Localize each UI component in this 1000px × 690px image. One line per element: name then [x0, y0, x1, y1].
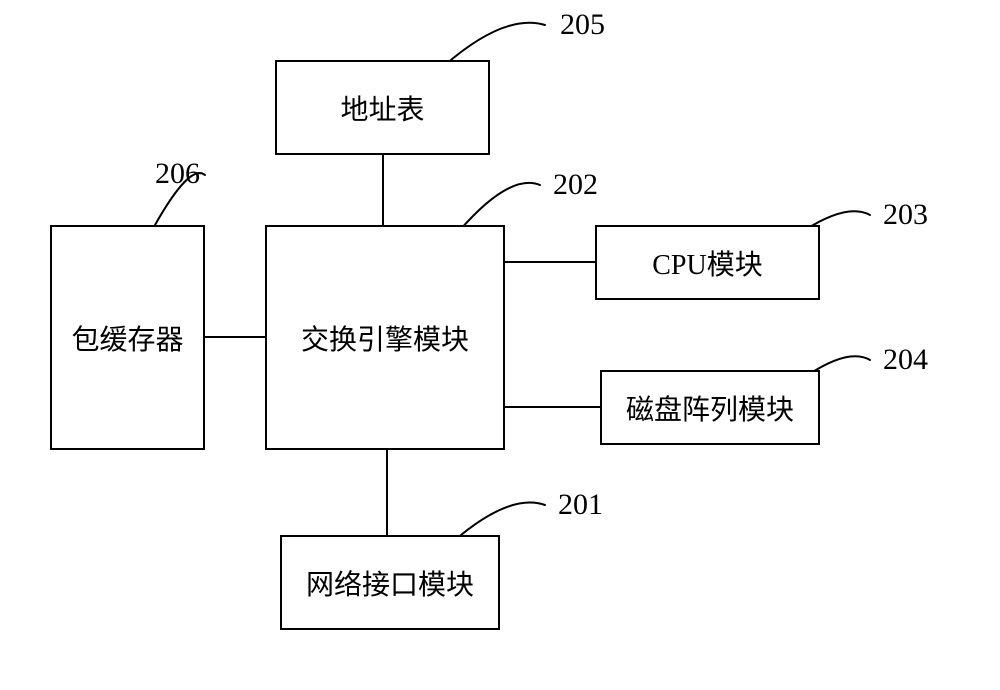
node-label: 网络接口模块	[306, 563, 474, 603]
node-label: 包缓存器	[71, 318, 183, 358]
node-network-interface-module: 网络接口模块	[280, 535, 500, 630]
callout-address-table: 205	[560, 8, 605, 42]
node-cpu-module: CPU模块	[595, 225, 820, 300]
callout-packet-buffer: 206	[155, 157, 200, 191]
callout-switch-engine: 202	[553, 168, 598, 202]
node-label: CPU模块	[652, 243, 762, 283]
callout-network-interface-module: 201	[558, 488, 603, 522]
node-label: 交换引擎模块	[301, 318, 469, 358]
node-switch-engine: 交换引擎模块	[265, 225, 505, 450]
node-address-table: 地址表	[275, 60, 490, 155]
node-disk-array-module: 磁盘阵列模块	[600, 370, 820, 445]
diagram-stage: 地址表 205 交换引擎模块 202 包缓存器 206 CPU模块 203 磁盘…	[0, 0, 1000, 690]
callout-disk-array-module: 204	[883, 343, 928, 377]
node-label: 地址表	[340, 88, 424, 128]
node-label: 磁盘阵列模块	[626, 388, 794, 428]
callout-cpu-module: 203	[883, 198, 928, 232]
node-packet-buffer: 包缓存器	[50, 225, 205, 450]
